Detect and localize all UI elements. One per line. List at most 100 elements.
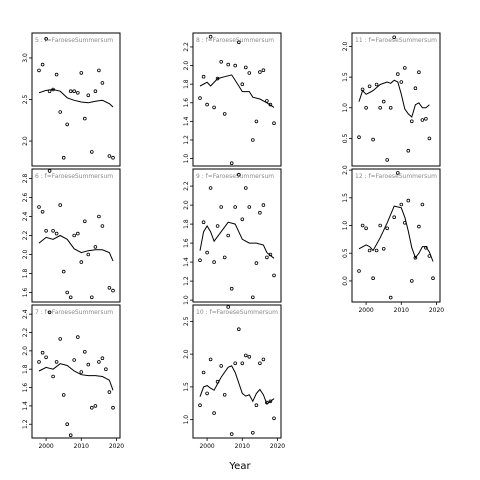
data-point	[40, 210, 45, 214]
data-point	[86, 362, 91, 367]
y-tick-label: 1.4	[183, 116, 190, 126]
data-point	[395, 171, 400, 175]
data-point	[58, 110, 62, 114]
x-tick-label: 2000	[38, 443, 53, 450]
data-point	[427, 136, 432, 141]
data-point	[247, 205, 252, 209]
data-point	[215, 379, 220, 384]
data-point	[61, 155, 66, 160]
data-point	[364, 106, 368, 110]
data-point	[90, 405, 94, 410]
x-axis-label: Year	[228, 461, 251, 472]
data-point	[406, 198, 411, 203]
data-point	[76, 231, 80, 236]
panel-frame	[31, 168, 121, 303]
data-point	[205, 250, 209, 255]
data-point	[237, 172, 241, 177]
data-point	[268, 399, 273, 404]
data-point	[51, 229, 55, 233]
data-point	[357, 269, 361, 273]
data-point	[40, 62, 45, 67]
data-point	[371, 276, 375, 281]
x-tick-label: 2020	[109, 443, 124, 450]
panel-frame	[351, 168, 441, 303]
data-point	[111, 288, 115, 293]
data-point	[237, 327, 241, 332]
data-point	[61, 393, 66, 397]
data-point	[258, 70, 262, 74]
data-point	[417, 224, 421, 229]
data-point	[111, 155, 115, 160]
data-point	[360, 87, 365, 92]
data-point	[54, 231, 59, 236]
data-point	[68, 433, 73, 438]
data-point	[247, 354, 252, 359]
y-tick-label: 2.0	[183, 349, 190, 359]
data-point	[58, 203, 62, 207]
data-point	[37, 360, 41, 364]
y-tick-label: 1.5	[183, 382, 190, 392]
y-tick-label: 1.6	[183, 238, 190, 248]
panel-7: 11 : f=FaroeseSummersum 0.5 1.0 1.5 2.0	[342, 32, 441, 167]
x-tick-label: 2010	[394, 307, 409, 314]
data-point	[265, 255, 269, 260]
y-tick-label: 1.5	[342, 193, 349, 203]
data-point	[212, 105, 216, 110]
smooth-line	[38, 363, 114, 391]
data-point	[427, 254, 432, 258]
data-point	[51, 374, 55, 379]
data-point	[58, 337, 62, 341]
data-point	[76, 335, 80, 339]
panel-title: 7 : f=FaroeseSummersum	[35, 309, 113, 316]
y-tick-label: 1.5	[342, 72, 349, 82]
data-point	[219, 364, 224, 368]
data-point	[265, 99, 269, 103]
data-point	[86, 252, 91, 257]
data-point	[107, 154, 112, 158]
data-point	[360, 223, 365, 228]
y-tick-label: 1.6	[22, 383, 29, 393]
data-point	[233, 63, 238, 68]
data-point	[208, 34, 213, 39]
data-point	[254, 119, 259, 124]
data-point	[212, 260, 216, 264]
x-tick-label: 2000	[199, 443, 214, 450]
data-point	[226, 305, 231, 309]
data-point	[72, 89, 76, 93]
smooth-line	[199, 365, 275, 405]
data-point	[79, 260, 84, 264]
data-point	[86, 93, 91, 98]
y-tick-label: 1.8	[183, 79, 190, 89]
data-point	[420, 118, 425, 122]
data-point	[424, 245, 428, 250]
panel-8: 12 : f=FaroeseSummersum 0.0 0.5 1.0 1.5 2.0 20…	[342, 165, 444, 314]
data-point	[76, 91, 80, 95]
data-point	[90, 295, 94, 300]
data-point	[261, 357, 266, 362]
data-point	[47, 169, 52, 173]
panel-title: 5 : f=FaroeseSummersum	[35, 37, 113, 44]
y-tick-label: 2.0	[22, 136, 29, 146]
y-tick-label: 2.0	[22, 346, 29, 356]
data-point	[258, 361, 262, 366]
data-point	[258, 210, 262, 215]
data-point	[215, 224, 220, 228]
panel-frame	[192, 168, 282, 303]
y-tick-label: 1.8	[22, 364, 29, 374]
data-point	[385, 226, 390, 231]
data-point	[79, 71, 84, 75]
y-tick-label: 1.0	[183, 295, 190, 305]
data-point	[47, 310, 52, 315]
data-point	[413, 255, 418, 260]
data-point	[83, 116, 87, 121]
data-point	[233, 205, 238, 209]
data-point	[229, 286, 234, 291]
y-tick-label: 2.6	[22, 193, 29, 203]
data-point	[381, 247, 386, 251]
data-point	[222, 392, 227, 397]
data-point	[409, 279, 414, 283]
data-point	[233, 361, 238, 366]
panel-title: 12 : f=FaroeseSummersum	[355, 173, 437, 180]
data-point	[208, 186, 213, 190]
data-point	[364, 226, 368, 231]
